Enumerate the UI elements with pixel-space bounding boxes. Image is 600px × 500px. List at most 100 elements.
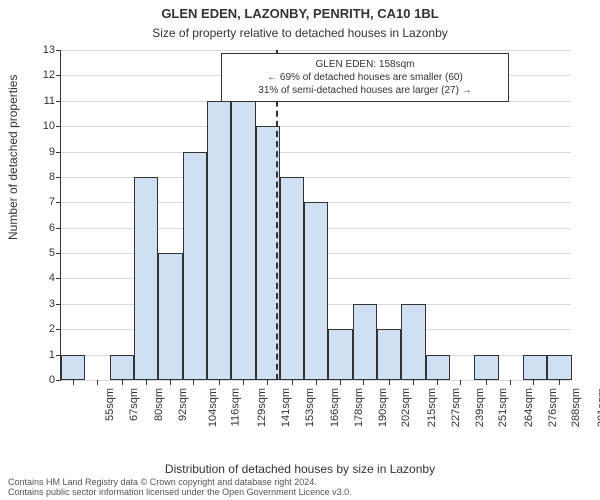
histogram-bar: [426, 355, 450, 380]
y-tick: [56, 253, 61, 254]
gridline: [61, 152, 571, 153]
histogram-bar: [231, 101, 255, 380]
histogram-bar: [377, 329, 401, 380]
x-tick: [460, 380, 461, 385]
x-tick-label: 104sqm: [207, 388, 219, 427]
y-tick-label: 2: [31, 323, 55, 335]
histogram-bar: [183, 152, 207, 380]
gridline: [61, 126, 571, 127]
x-tick-label: 239sqm: [474, 388, 486, 427]
histogram-bar: [523, 355, 547, 380]
y-tick: [56, 304, 61, 305]
y-tick-label: 8: [31, 171, 55, 183]
x-tick-label: 264sqm: [523, 388, 535, 427]
y-tick: [56, 152, 61, 153]
x-tick-label: 251sqm: [497, 388, 509, 427]
y-tick: [56, 329, 61, 330]
x-tick-label: 202sqm: [401, 388, 413, 427]
y-tick: [56, 228, 61, 229]
y-tick: [56, 75, 61, 76]
y-tick-label: 1: [31, 349, 55, 361]
y-tick-label: 0: [31, 374, 55, 386]
x-tick: [340, 380, 341, 385]
histogram-bar: [353, 304, 377, 380]
annotation-line: ← 69% of detached houses are smaller (60…: [230, 71, 500, 84]
x-tick-label: 80sqm: [153, 388, 165, 421]
x-tick-label: 301sqm: [596, 388, 600, 427]
x-tick-label: 288sqm: [571, 388, 583, 427]
x-tick: [243, 380, 244, 385]
chart-subtitle: Size of property relative to detached ho…: [0, 26, 600, 40]
x-tick-label: 153sqm: [304, 388, 316, 427]
x-tick: [533, 380, 534, 385]
x-tick: [219, 380, 220, 385]
histogram-bar: [110, 355, 134, 380]
y-tick: [56, 50, 61, 51]
x-tick: [413, 380, 414, 385]
histogram-bar: [474, 355, 498, 380]
histogram-bar: [207, 101, 231, 380]
histogram-bar: [304, 202, 328, 380]
y-tick: [56, 278, 61, 279]
x-tick-label: 215sqm: [426, 388, 438, 427]
x-tick-label: 166sqm: [329, 388, 341, 427]
annotation-box: GLEN EDEN: 158sqm← 69% of detached house…: [221, 53, 509, 102]
y-tick: [56, 101, 61, 102]
chart-title: GLEN EDEN, LAZONBY, PENRITH, CA10 1BL: [0, 6, 600, 21]
y-tick-label: 11: [31, 95, 55, 107]
y-tick-label: 12: [31, 69, 55, 81]
y-tick-label: 6: [31, 222, 55, 234]
x-tick-label: 190sqm: [377, 388, 389, 427]
y-tick-label: 3: [31, 298, 55, 310]
x-tick: [316, 380, 317, 385]
x-tick: [193, 380, 194, 385]
histogram-bar: [280, 177, 304, 380]
attribution-line: Contains public sector information licen…: [8, 488, 592, 498]
x-axis-label: Distribution of detached houses by size …: [0, 462, 600, 476]
x-tick: [389, 380, 390, 385]
x-tick-label: 227sqm: [450, 388, 462, 427]
y-tick: [56, 177, 61, 178]
histogram-bar: [328, 329, 352, 380]
histogram-bar: [134, 177, 158, 380]
y-tick: [56, 126, 61, 127]
x-tick-label: 178sqm: [353, 388, 365, 427]
x-tick: [122, 380, 123, 385]
y-axis-label: Number of detached properties: [6, 75, 20, 240]
x-tick: [486, 380, 487, 385]
x-tick-label: 55sqm: [104, 388, 116, 421]
x-tick: [267, 380, 268, 385]
y-tick-label: 13: [31, 44, 55, 56]
x-tick-label: 92sqm: [177, 388, 189, 421]
x-tick-label: 141sqm: [280, 388, 292, 427]
histogram-bar: [547, 355, 571, 380]
x-tick-label: 116sqm: [230, 388, 242, 426]
y-tick-label: 5: [31, 247, 55, 259]
x-tick: [559, 380, 560, 385]
y-tick-label: 4: [31, 272, 55, 284]
x-tick: [292, 380, 293, 385]
x-tick-label: 129sqm: [256, 388, 268, 427]
y-tick-label: 9: [31, 146, 55, 158]
y-tick: [56, 202, 61, 203]
y-tick-label: 7: [31, 196, 55, 208]
y-tick: [56, 380, 61, 381]
annotation-line: 31% of semi-detached houses are larger (…: [230, 84, 500, 97]
y-tick-label: 10: [31, 120, 55, 132]
x-tick: [146, 380, 147, 385]
x-tick-label: 276sqm: [547, 388, 559, 427]
x-tick: [97, 380, 98, 385]
x-tick: [510, 380, 511, 385]
histogram-bar: [401, 304, 425, 380]
x-tick: [363, 380, 364, 385]
histogram-bar: [158, 253, 182, 380]
x-tick: [437, 380, 438, 385]
chart-container: GLEN EDEN, LAZONBY, PENRITH, CA10 1BL Si…: [0, 0, 600, 500]
plot-area: 01234567891011121355sqm67sqm80sqm92sqm10…: [60, 50, 571, 381]
x-tick-label: 67sqm: [128, 388, 140, 421]
gridline: [61, 50, 571, 51]
histogram-bar: [61, 355, 85, 380]
x-tick: [170, 380, 171, 385]
annotation-line: GLEN EDEN: 158sqm: [230, 58, 500, 71]
x-tick: [73, 380, 74, 385]
